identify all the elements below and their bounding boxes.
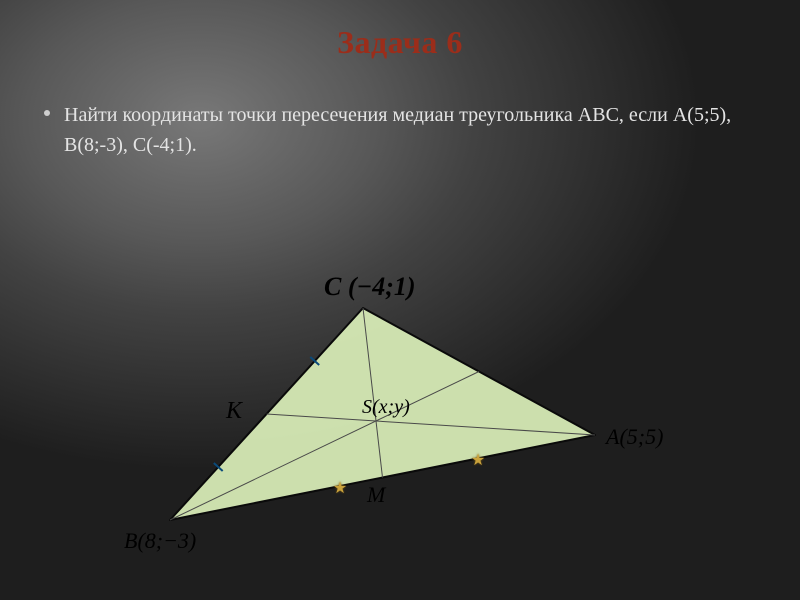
vertex-c-label: C (−4;1): [324, 272, 416, 302]
vertex-a-label: A(5;5): [606, 424, 663, 450]
star-marker-icon: ★: [471, 450, 485, 470]
centroid-s-label: S(x;y): [362, 396, 410, 419]
midpoint-m-label: M: [367, 482, 385, 508]
midpoint-k-label: K: [226, 398, 242, 425]
vertex-b-label: B(8;−3): [124, 528, 196, 554]
star-marker-icon: ★: [333, 478, 347, 498]
